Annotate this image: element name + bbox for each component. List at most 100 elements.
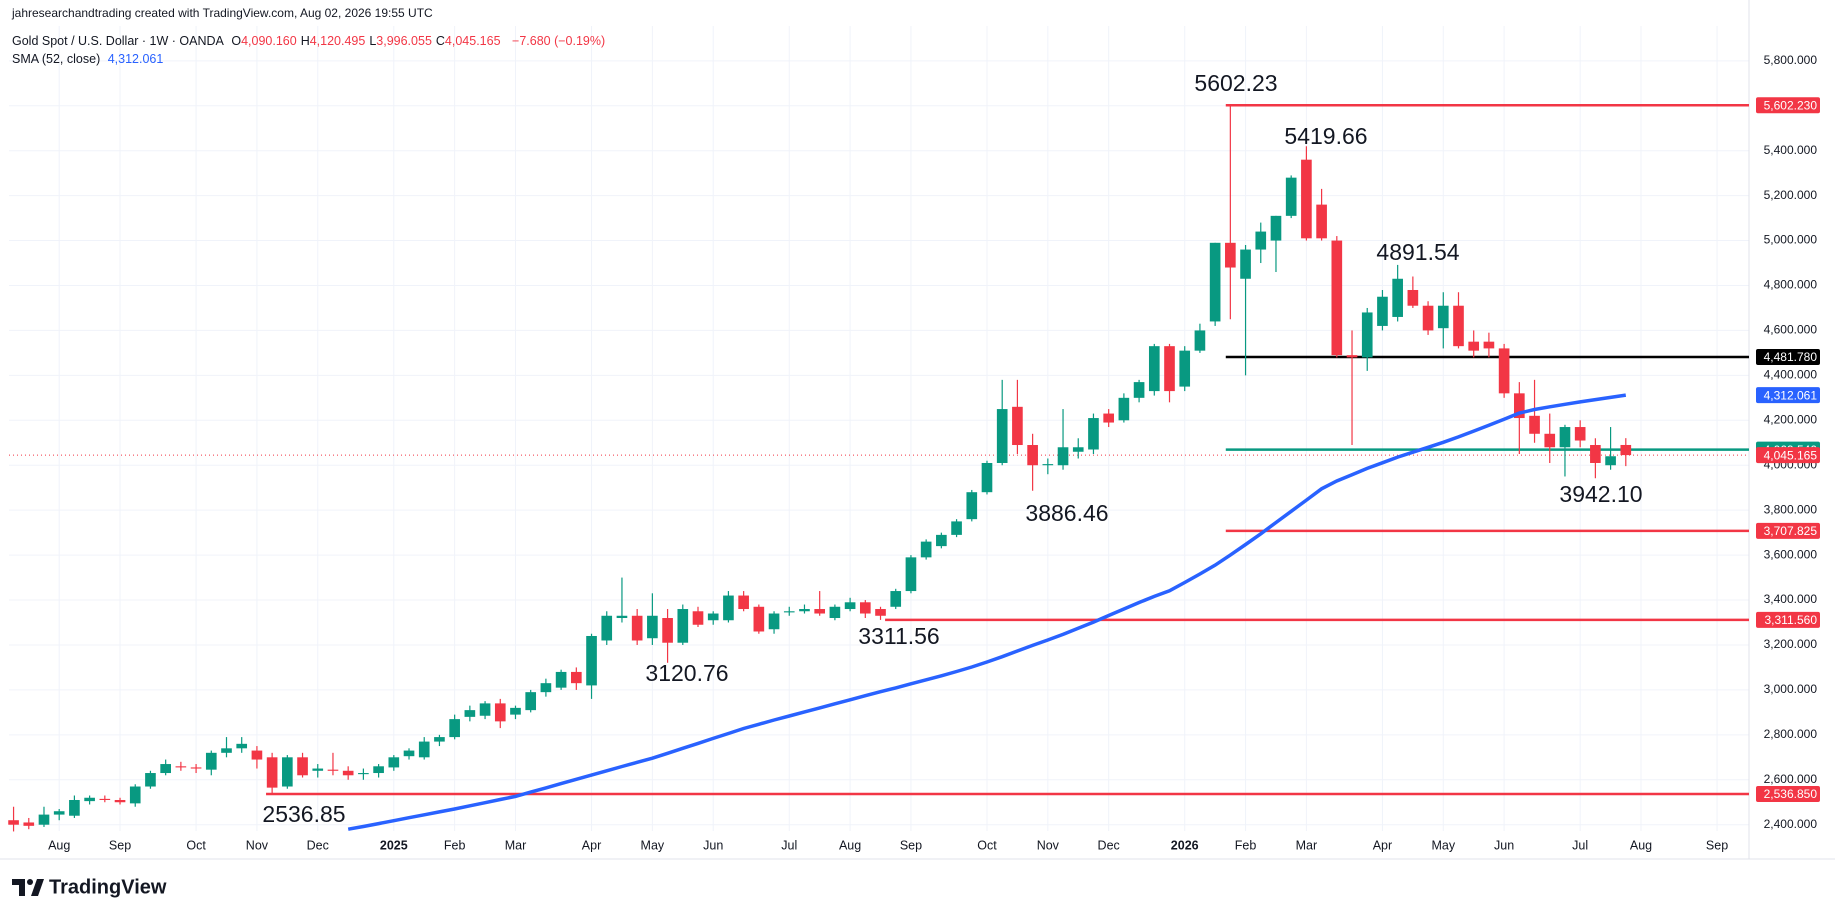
ohlc-value: 4,045.165 [444, 34, 501, 48]
candle-body [1498, 348, 1510, 394]
candle-body [418, 741, 430, 758]
annotation: 5419.66 [1284, 123, 1367, 149]
price-tag [1756, 522, 1820, 539]
ohlc-key: L [369, 34, 377, 48]
y-tick-label: 2,800.000 [1764, 727, 1818, 741]
price-tag-label: 5,602.230 [1764, 98, 1818, 112]
candle-body [875, 609, 886, 616]
candle-body [1392, 278, 1403, 317]
candle-body [966, 492, 978, 520]
candle-body [69, 799, 80, 816]
x-tick-label: Aug [839, 838, 861, 852]
y-tick-label: 5,400.000 [1764, 143, 1818, 157]
y-tick-label: 5,000.000 [1764, 233, 1818, 247]
candle-body [601, 615, 613, 641]
y-tick-label: 4,800.000 [1764, 278, 1818, 292]
candle-body [1453, 305, 1464, 347]
candle-body [1437, 305, 1449, 329]
price-tag [1756, 785, 1820, 802]
candle-body [99, 798, 111, 800]
x-tick-label: Oct [186, 838, 206, 852]
price-tag [1756, 348, 1820, 365]
candle-body [282, 757, 293, 787]
candle-body [555, 671, 567, 688]
candle-body [449, 719, 460, 738]
candle-body [403, 750, 415, 757]
candle-body [1042, 464, 1054, 466]
annotation: 3886.46 [1025, 500, 1108, 526]
x-tick-label: Oct [977, 838, 997, 852]
candle-body [1285, 177, 1297, 216]
candle-body [1240, 249, 1251, 279]
candle-body [464, 710, 476, 717]
sma-line [347, 393, 1627, 831]
candle-body [8, 820, 19, 825]
x-tick-label: Aug [48, 838, 70, 852]
candle-body [996, 409, 1008, 463]
x-tick-label: Nov [246, 838, 269, 852]
y-tick-label: 2,400.000 [1764, 817, 1818, 831]
candle-body [753, 606, 765, 632]
y-tick-label: 5,200.000 [1764, 188, 1818, 202]
x-tick-label: Dec [1098, 838, 1120, 852]
candle-body [1346, 355, 1358, 358]
candle-body [1194, 330, 1206, 351]
symbol-title: Gold Spot / U.S. Dollar · 1W · OANDA [12, 34, 224, 48]
x-tick-label: Feb [1235, 838, 1257, 852]
candle-body [768, 613, 780, 630]
annotation: 3311.56 [858, 623, 939, 649]
candle-body [312, 768, 324, 771]
candle-body [814, 609, 826, 614]
x-tick-label: Sep [1706, 838, 1728, 852]
ohlc-key: C [435, 34, 445, 48]
candle-body [1559, 427, 1571, 448]
candle-body [631, 615, 643, 641]
x-tick-label: Jun [703, 838, 723, 852]
price-tag [1756, 97, 1820, 114]
y-tick-label: 3,600.000 [1764, 547, 1818, 561]
candle-body [358, 773, 369, 775]
candle-body [799, 609, 810, 612]
candle-body [951, 521, 962, 535]
candle-body [662, 618, 673, 643]
x-tick-label: Mar [1296, 838, 1318, 852]
change: −7.680 (−0.19%) [512, 34, 606, 48]
candle-body [236, 743, 248, 749]
logo-icon [27, 879, 33, 885]
candle-body [129, 786, 141, 804]
annotation: 4891.54 [1376, 239, 1459, 265]
logo-icon [31, 879, 44, 896]
candle-body [1483, 341, 1495, 349]
candle-body [373, 766, 384, 774]
candle-body [1301, 159, 1312, 239]
annotation: 3942.10 [1559, 481, 1642, 507]
price-tag [1756, 387, 1820, 404]
ohlc: O4,090.160 H4,120.495 L3,996.055 C4,045.165 [231, 34, 504, 48]
candle-body [145, 773, 156, 787]
brand-name: TradingView [49, 876, 167, 898]
candle-body [38, 814, 50, 825]
candle-body [723, 595, 734, 621]
ohlc-value: 4,120.495 [309, 34, 366, 48]
candle-body [1316, 204, 1327, 239]
candle-body [494, 703, 506, 722]
candle-body [1225, 242, 1236, 268]
annotation: 2536.85 [262, 801, 345, 827]
x-tick-label: Jul [1572, 838, 1588, 852]
candle-body [1088, 418, 1099, 450]
candle-body [1514, 393, 1525, 419]
candle-body [1544, 433, 1556, 448]
candle-body [616, 615, 628, 619]
candle-body [53, 811, 65, 815]
y-tick-label: 3,200.000 [1764, 637, 1818, 651]
x-tick-label: 2026 [1171, 838, 1199, 852]
x-tick-label: May [1431, 838, 1455, 852]
x-tick-label: Jul [781, 838, 797, 852]
candle-body [586, 635, 597, 686]
candle-body [175, 766, 187, 768]
candle-body [1057, 447, 1069, 466]
x-tick-label: Apr [1373, 838, 1392, 852]
candle-body [84, 797, 95, 802]
ohlc-value: 4,090.160 [241, 34, 297, 48]
